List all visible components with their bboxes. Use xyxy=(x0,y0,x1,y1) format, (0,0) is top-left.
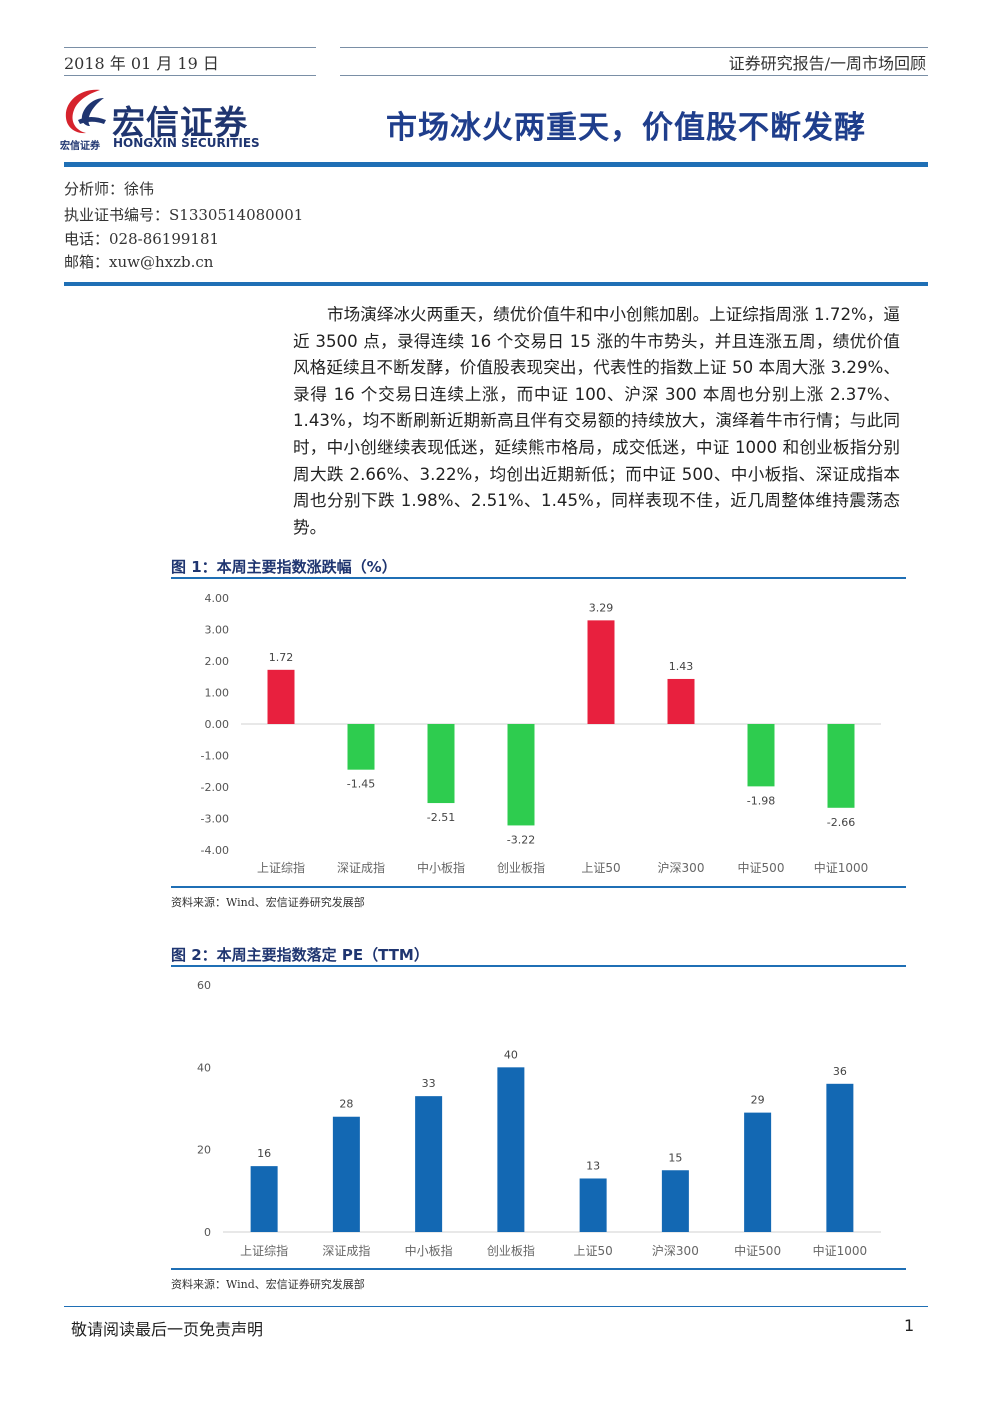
figure1-source: 资料来源：Wind、宏信证券研究发展部 xyxy=(171,896,365,909)
bar xyxy=(250,1166,278,1232)
category-label: 中小板指 xyxy=(417,860,465,875)
summary-paragraph: 市场演绎冰火两重天，绩优价值牛和中小创熊加剧。上证综指周涨 1.72%，逼近 3… xyxy=(293,305,900,537)
bar xyxy=(497,1067,525,1232)
category-label: 沪深300 xyxy=(658,861,705,875)
category-label: 上证综指 xyxy=(257,860,305,875)
analyst-name: 分析师：徐伟 xyxy=(64,180,155,198)
bar xyxy=(661,1170,689,1232)
bar xyxy=(827,724,855,808)
data-label: 13 xyxy=(586,1159,600,1172)
header-rule-right-top xyxy=(340,47,928,48)
y-tick-label: 1.00 xyxy=(205,687,230,700)
category-label: 中证500 xyxy=(738,860,785,875)
hongxin-swoosh-logo-icon xyxy=(65,89,106,134)
category-label: 中证1000 xyxy=(813,1243,868,1258)
page-number: 1 xyxy=(904,1316,915,1335)
bar xyxy=(587,620,615,724)
category-label: 深证成指 xyxy=(322,1243,370,1258)
report-type: 证券研究报告/一周市场回顾 xyxy=(728,54,926,73)
figure1-bottom-rule xyxy=(171,886,906,888)
logo-name-cn: 宏信证券 xyxy=(112,103,248,142)
disclaimer-note: 敬请阅读最后一页免责声明 xyxy=(71,1320,264,1339)
y-tick-label: -3.00 xyxy=(201,813,229,826)
analyst-phone: 电话：028-86199181 xyxy=(64,230,220,248)
category-label: 上证50 xyxy=(581,861,620,875)
bar xyxy=(332,1116,360,1232)
header-rule-right-bottom xyxy=(340,75,928,76)
bar xyxy=(744,1112,772,1232)
y-tick-label: 40 xyxy=(197,1061,211,1074)
y-tick-label: 2.00 xyxy=(205,655,230,668)
info-divider xyxy=(64,282,928,286)
category-label: 创业板指 xyxy=(497,860,545,875)
data-label: -1.45 xyxy=(347,778,375,791)
data-label: 16 xyxy=(257,1147,271,1160)
figure2-top-rule xyxy=(171,965,906,967)
data-label: 1.43 xyxy=(669,660,694,673)
category-label: 沪深300 xyxy=(652,1244,699,1258)
data-label: -2.66 xyxy=(827,816,855,829)
title-divider xyxy=(64,162,928,167)
category-label: 中证500 xyxy=(734,1243,781,1258)
y-tick-label: 4.00 xyxy=(205,592,230,605)
bar xyxy=(579,1178,607,1232)
data-label: -3.22 xyxy=(507,833,535,846)
data-label: 3.29 xyxy=(589,601,614,614)
chart-pe-ttm: 60 40 20 0 16 上证综指 28 深证成指 33 中小板指 40 创业板指 13 上证50 15 沪… xyxy=(197,979,881,1258)
logo-name-en: HONGXIN SECURITIES xyxy=(113,136,260,150)
y-tick-label: -1.00 xyxy=(201,750,229,763)
data-label: 28 xyxy=(339,1098,353,1111)
y-tick-label: -2.00 xyxy=(201,781,229,794)
data-label: 15 xyxy=(668,1151,682,1164)
y-tick-label: 0 xyxy=(204,1226,211,1239)
bar xyxy=(507,724,535,826)
figure2-title: 图 2：本周主要指数落定 PE（TTM） xyxy=(171,946,429,964)
figure2-bottom-rule xyxy=(171,1268,906,1270)
header-rule-left-top xyxy=(64,47,316,48)
category-label: 上证综指 xyxy=(240,1243,288,1258)
category-label: 深证成指 xyxy=(337,860,385,875)
chart-weekly-change: 4.00 3.00 2.00 1.00 0.00 -1.00 -2.00 -3.00 -4.00… xyxy=(201,592,881,875)
bar xyxy=(667,678,695,724)
y-tick-label: 0.00 xyxy=(205,718,230,731)
data-label: 1.72 xyxy=(269,651,294,664)
bar xyxy=(826,1083,854,1232)
data-label: 33 xyxy=(422,1077,436,1090)
y-tick-label: 20 xyxy=(197,1144,211,1157)
figure1-title: 图 1：本周主要指数涨跌幅（%） xyxy=(171,558,397,576)
bar xyxy=(427,724,455,804)
figure2-source: 资料来源：Wind、宏信证券研究发展部 xyxy=(171,1278,365,1291)
figure1-top-rule xyxy=(171,577,906,579)
data-label: 40 xyxy=(504,1048,518,1061)
y-tick-label: 60 xyxy=(197,979,211,992)
data-label: -1.98 xyxy=(747,794,775,807)
category-label: 中证1000 xyxy=(814,860,869,875)
category-label: 中小板指 xyxy=(405,1243,453,1258)
bar xyxy=(347,724,375,770)
data-label: 36 xyxy=(833,1065,847,1078)
bar xyxy=(747,724,775,787)
analyst-license: 执业证书编号：S1330514080001 xyxy=(64,206,304,224)
y-tick-label: 3.00 xyxy=(205,624,230,637)
data-label: 29 xyxy=(751,1094,765,1107)
bar xyxy=(267,669,295,724)
logo-name-cn-small: 宏信证券 xyxy=(60,141,100,152)
y-tick-label: -4.00 xyxy=(201,844,229,857)
header-rule-left-bottom xyxy=(64,75,316,76)
report-date: 2018 年 01 月 19 日 xyxy=(64,54,219,73)
analyst-email: 邮箱：xuw@hxzb.cn xyxy=(64,253,214,271)
data-label: -2.51 xyxy=(427,811,455,824)
page-title: 市场冰火两重天，价值股不断发酵 xyxy=(386,110,866,146)
category-label: 创业板指 xyxy=(487,1243,535,1258)
footer-rule xyxy=(64,1306,928,1307)
bar xyxy=(415,1096,443,1232)
category-label: 上证50 xyxy=(573,1244,612,1258)
